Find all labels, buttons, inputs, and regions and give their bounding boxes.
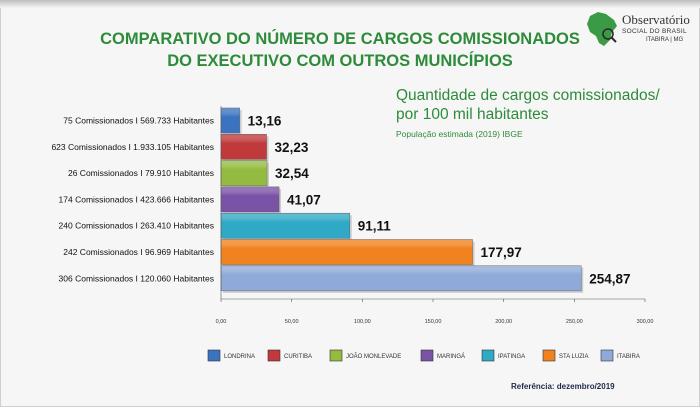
title-line-1: COMPARATIVO DO NÚMERO DE CARGOS COMISSIO… xyxy=(100,30,580,48)
legend-label: CURITIBA xyxy=(284,354,312,360)
legend-swatch xyxy=(207,349,221,362)
metric-line-2: por 100 mil habitantes xyxy=(396,106,549,123)
x-tick-label: 300,00 xyxy=(637,319,654,325)
x-tick-label: 100,00 xyxy=(354,319,371,325)
category-label: 26 Comissionados I 79.910 Habitantes xyxy=(68,168,214,178)
legend-label: ITABIRA xyxy=(617,354,640,360)
bar-highlight xyxy=(221,108,240,133)
data-source: População estimada (2019) IBGE xyxy=(396,129,523,139)
bar-highlight xyxy=(221,213,350,239)
legend-label: LONDRINA xyxy=(224,354,255,360)
value-label: 41,07 xyxy=(287,192,321,207)
logo-subtitle: SOCIAL DO BRASIL xyxy=(622,28,687,35)
bar-highlight xyxy=(221,265,582,291)
top-shadow xyxy=(0,0,700,8)
brazil-map-icon xyxy=(587,12,617,46)
logo-name: Observatório xyxy=(622,12,690,27)
bar-highlight xyxy=(221,134,267,160)
category-label: 306 Comissionados I 120.060 Habitantes xyxy=(59,273,214,283)
metric-description: Quantidade de cargos comissionados/ por … xyxy=(396,86,666,124)
value-label: 32,23 xyxy=(275,140,309,155)
legend-swatch xyxy=(542,349,556,362)
bar-highlight xyxy=(221,239,473,265)
legend-swatch xyxy=(481,349,495,362)
bar-highlight xyxy=(221,186,280,212)
value-label: 254,87 xyxy=(589,271,630,286)
logo-city: ITABIRA | MG xyxy=(646,37,684,43)
x-tick-label: 150,00 xyxy=(425,319,442,325)
legend-label: STA LUZIA xyxy=(559,354,589,360)
value-label: 13,16 xyxy=(248,114,282,129)
category-label: 240 Comissionados I 263.410 Habitantes xyxy=(59,221,214,231)
legend-swatch xyxy=(267,349,281,362)
legend-label: IPATINGA xyxy=(498,354,525,360)
legend-label: JOÃO MONLEVADE xyxy=(346,353,401,360)
legend-swatch xyxy=(420,349,434,362)
metric-line-1: Quantidade de cargos comissionados/ xyxy=(396,87,660,104)
legend-swatch xyxy=(600,349,614,362)
x-tick-label: 0,00 xyxy=(216,319,227,325)
x-tick-label: 250,00 xyxy=(566,319,583,325)
value-label: 32,54 xyxy=(275,166,309,181)
reference-date: Referência: dezembro/2019 xyxy=(511,382,615,391)
value-label: 177,97 xyxy=(481,245,522,260)
title-line-2: DO EXECUTIVO COM OUTROS MUNICÍPIOS xyxy=(167,52,513,70)
legend-swatch xyxy=(329,349,343,362)
category-label: 623 Comissionados I 1.933.105 Habitantes xyxy=(51,142,214,152)
category-label: 174 Comissionados I 423.666 Habitantes xyxy=(59,194,214,204)
bar-highlight xyxy=(221,160,267,186)
category-label: 242 Comissionados I 96.969 Habitantes xyxy=(63,247,214,257)
x-tick-label: 50,00 xyxy=(285,319,299,325)
category-label: 75 Comissionados I 569.733 Habitantes xyxy=(63,116,214,126)
chart-title: COMPARATIVO DO NÚMERO DE CARGOS COMISSIO… xyxy=(60,28,620,72)
legend-label: MARINGÁ xyxy=(437,353,465,360)
x-tick-label: 200,00 xyxy=(495,319,512,325)
observatorio-logo: Observatório SOCIAL DO BRASIL ITABIRA | … xyxy=(584,10,696,54)
value-label: 91,11 xyxy=(358,219,392,234)
